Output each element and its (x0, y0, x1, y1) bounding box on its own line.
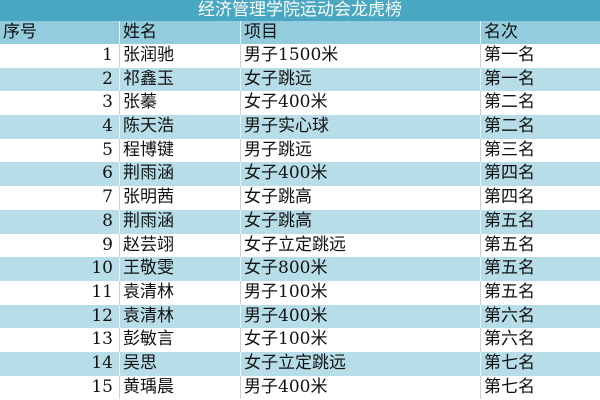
cell-rank[interactable]: 第一名 (480, 67, 600, 92)
cell-event[interactable]: 女子跳高 (240, 186, 480, 210)
cell-rank[interactable]: 第五名 (480, 280, 600, 305)
cell-name[interactable]: 彭敏言 (119, 328, 240, 352)
table-row: 10 王敬雯 女子800米 第五名 (0, 257, 600, 281)
cell-name[interactable]: 祁鑫玉 (119, 67, 240, 92)
table-row: 1 张润驰 男子1500米 第一名 (0, 44, 600, 68)
header-row: 序号 姓名 项目 名次 (0, 21, 600, 44)
table-row: 7 张明茜 女子跳高 第四名 (0, 186, 600, 210)
cell-rank[interactable]: 第五名 (480, 257, 600, 281)
cell-rank[interactable]: 第四名 (480, 186, 600, 210)
cell-rank[interactable]: 第六名 (480, 328, 600, 352)
cell-index[interactable]: 8 (102, 210, 113, 231)
header-event[interactable]: 项目 (240, 21, 480, 44)
cell-index[interactable]: 10 (91, 258, 113, 279)
cell-rank[interactable]: 第二名 (480, 91, 600, 116)
cell-name[interactable]: 荆雨涵 (119, 162, 240, 187)
table-row: 12 袁清林 男子400米 第六名 (0, 304, 600, 329)
cell-index[interactable]: 13 (91, 329, 113, 350)
header-index[interactable]: 序号 (3, 22, 37, 42)
cell-event[interactable]: 男子100米 (240, 280, 480, 305)
cell-event[interactable]: 女子跳高 (240, 209, 480, 234)
cell-rank[interactable]: 第三名 (480, 138, 600, 163)
cell-rank[interactable]: 第五名 (480, 209, 600, 234)
cell-name[interactable]: 张明茜 (119, 186, 240, 210)
cell-index[interactable]: 2 (102, 68, 113, 89)
table-row: 15 黄瑀晨 男子400米 第七名 (0, 375, 600, 400)
cell-name[interactable]: 程博键 (119, 138, 240, 163)
table-row: 3 张蓁 女子400米 第二名 (0, 91, 600, 116)
cell-event[interactable]: 女子立定跳远 (240, 233, 480, 258)
cell-index[interactable]: 4 (102, 116, 113, 137)
cell-index[interactable]: 5 (102, 139, 113, 160)
table-row: 5 程博键 男子跳远 第三名 (0, 138, 600, 163)
table-row: 8 荆雨涵 女子跳高 第五名 (0, 209, 600, 234)
header-rank[interactable]: 名次 (480, 21, 600, 44)
cell-index[interactable]: 9 (102, 234, 113, 255)
cell-index[interactable]: 15 (91, 376, 113, 397)
cell-name[interactable]: 陈天浩 (119, 115, 240, 139)
cell-name[interactable]: 张润驰 (119, 44, 240, 68)
table-body: 1 张润驰 男子1500米 第一名 2 祁鑫玉 女子跳远 第一名 3 张蓁 女子400米 第二名 4 陈天… (0, 44, 600, 400)
cell-index[interactable]: 11 (91, 281, 113, 302)
cell-rank[interactable]: 第七名 (480, 375, 600, 400)
table-row: 4 陈天浩 男子实心球 第二名 (0, 115, 600, 139)
cell-event[interactable]: 男子1500米 (240, 44, 480, 68)
cell-index[interactable]: 3 (102, 92, 113, 113)
cell-name[interactable]: 吴思 (119, 351, 240, 376)
cell-index[interactable]: 14 (91, 352, 113, 373)
cell-rank[interactable]: 第七名 (480, 351, 600, 376)
cell-index[interactable]: 1 (102, 45, 113, 65)
cell-event[interactable]: 女子100米 (240, 328, 480, 352)
cell-event[interactable]: 男子400米 (240, 375, 480, 400)
cell-rank[interactable]: 第四名 (480, 162, 600, 187)
cell-name[interactable]: 黄瑀晨 (119, 375, 240, 400)
cell-event[interactable]: 女子400米 (240, 162, 480, 187)
cell-event[interactable]: 女子400米 (240, 91, 480, 116)
table-row: 13 彭敏言 女子100米 第六名 (0, 328, 600, 352)
cell-index[interactable]: 12 (91, 305, 113, 326)
cell-event[interactable]: 女子立定跳远 (240, 351, 480, 376)
cell-name[interactable]: 袁清林 (119, 280, 240, 305)
sheet-title: 经济管理学院运动会龙虎榜 (0, 0, 600, 21)
cell-event[interactable]: 男子实心球 (240, 115, 480, 139)
table-row: 6 荆雨涵 女子400米 第四名 (0, 162, 600, 187)
cell-rank[interactable]: 第二名 (480, 115, 600, 139)
table-row: 14 吴思 女子立定跳远 第七名 (0, 351, 600, 376)
cell-name[interactable]: 荆雨涵 (119, 209, 240, 234)
table-row: 9 赵芸翊 女子立定跳远 第五名 (0, 233, 600, 258)
cell-rank[interactable]: 第一名 (480, 44, 600, 68)
cell-event[interactable]: 女子跳远 (240, 67, 480, 92)
cell-name[interactable]: 张蓁 (119, 91, 240, 116)
cell-rank[interactable]: 第五名 (480, 233, 600, 258)
cell-event[interactable]: 女子800米 (240, 257, 480, 281)
cell-name[interactable]: 赵芸翊 (119, 233, 240, 258)
cell-event[interactable]: 男子400米 (240, 304, 480, 329)
table-row: 11 袁清林 男子100米 第五名 (0, 280, 600, 305)
table-row: 2 祁鑫玉 女子跳远 第一名 (0, 67, 600, 92)
cell-name[interactable]: 王敬雯 (119, 257, 240, 281)
cell-rank[interactable]: 第六名 (480, 304, 600, 329)
header-name[interactable]: 姓名 (119, 21, 240, 44)
cell-index[interactable]: 6 (102, 163, 113, 184)
cell-event[interactable]: 男子跳远 (240, 138, 480, 163)
cell-index[interactable]: 7 (102, 187, 113, 208)
cell-name[interactable]: 袁清林 (119, 304, 240, 329)
